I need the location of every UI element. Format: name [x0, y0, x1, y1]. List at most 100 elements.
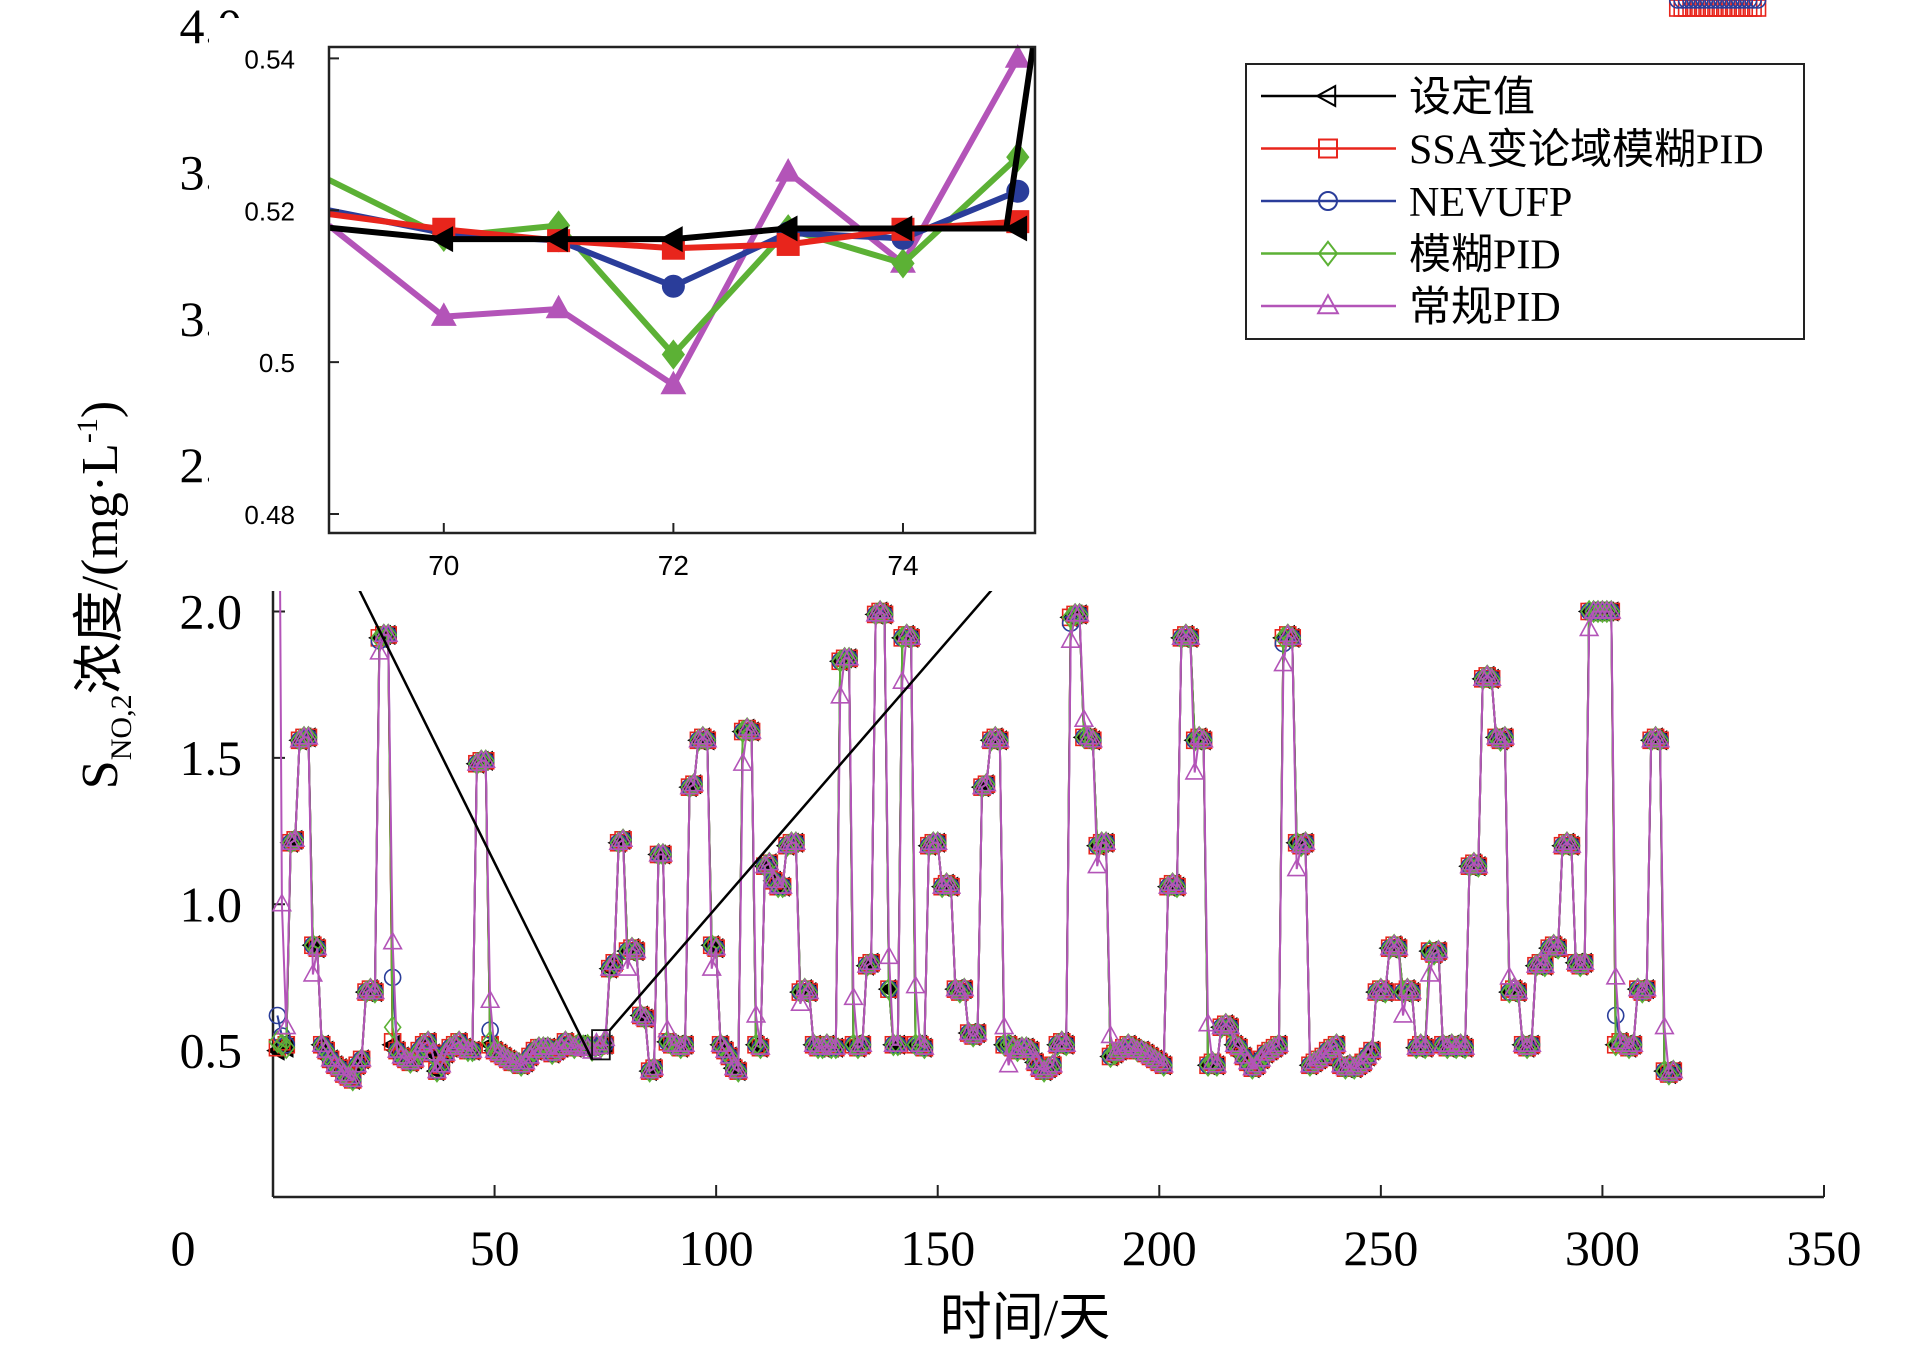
inset-y-tick-label: 0.48	[244, 500, 295, 530]
main-data-point	[1290, 834, 1312, 853]
main-data-point	[1717, 0, 1736, 9]
main-data-point	[892, 670, 913, 689]
main-data-point	[967, 1021, 988, 1041]
main-data-point	[1166, 875, 1188, 894]
main-data-point	[1601, 600, 1622, 619]
main-data-point	[1744, 0, 1762, 9]
main-data-point	[604, 951, 625, 971]
main-data-point	[914, 1036, 935, 1055]
main-data-point	[1087, 854, 1108, 874]
main-data-point	[285, 828, 306, 848]
main-data-point	[1344, 1056, 1365, 1076]
main-data-point	[550, 1036, 572, 1055]
main-data-point	[1691, 0, 1709, 9]
legend-label: 设定值	[1409, 74, 1535, 121]
zoom-connectors	[336, 543, 1033, 1061]
legend-label: SSA变论域模糊PID	[1409, 127, 1764, 174]
main-y-tick-label: 0.5	[180, 1023, 243, 1079]
zoom-connector-right	[608, 543, 1033, 1031]
main-data-point	[976, 772, 997, 792]
main-data-point	[1073, 708, 1095, 728]
main-data-point	[1677, 0, 1696, 9]
main-data-point	[940, 875, 962, 894]
main-data-point	[422, 1042, 443, 1061]
main-data-point	[683, 772, 705, 792]
y-axis-label-close: )	[72, 401, 129, 418]
main-data-point	[1095, 831, 1117, 850]
main-data-point	[311, 1033, 332, 1052]
main-data-point	[1197, 1013, 1219, 1032]
main-data-point	[1109, 1039, 1130, 1058]
inset-data-point	[1004, 44, 1031, 68]
main-data-point	[1726, 0, 1745, 9]
main-data-point	[630, 1004, 651, 1023]
main-data-point	[1233, 1045, 1254, 1064]
main-data-point	[852, 1033, 873, 1052]
main-data-point	[826, 1035, 845, 1060]
main-data-point	[1499, 966, 1520, 985]
main-data-point	[1259, 1039, 1281, 1058]
main-data-point	[360, 977, 381, 997]
main-series-4	[267, 102, 1684, 1088]
main-data-point	[417, 1030, 439, 1050]
main-data-point	[1574, 951, 1595, 971]
main-data-point	[838, 647, 860, 666]
main-data-point	[710, 1033, 731, 1052]
main-data-point	[1618, 1036, 1640, 1055]
main-data-point	[1645, 726, 1666, 745]
main-x-tick-label: 200	[1122, 1220, 1197, 1276]
inset-data-point	[775, 158, 802, 182]
main-data-point	[879, 977, 898, 1001]
inset-zoom-plot: 70 72 74 0.48 0.5 0.52 0.54	[209, 18, 1043, 591]
main-data-point	[1503, 977, 1524, 997]
main-data-point	[1140, 1045, 1161, 1064]
main-x-tick-label: 50	[470, 1220, 520, 1276]
main-data-point	[1415, 1036, 1436, 1055]
main-y-tick-label: 1.0	[180, 876, 243, 932]
main-data-point	[481, 1030, 500, 1054]
main-data-point	[448, 1030, 470, 1050]
inset-data-point	[1003, 215, 1028, 242]
main-data-point	[1521, 1033, 1542, 1052]
main-data-point	[1304, 1051, 1325, 1070]
main-data-point	[652, 843, 674, 862]
main-data-point	[626, 939, 647, 959]
main-data-point	[1739, 0, 1758, 9]
inset-data-point	[429, 226, 454, 253]
main-data-point	[697, 729, 718, 748]
main-data-point	[1388, 936, 1409, 956]
main-data-point	[1658, 1062, 1680, 1082]
main-data-point	[1516, 1036, 1538, 1055]
main-data-point	[1215, 1013, 1236, 1032]
main-data-point	[741, 720, 762, 739]
main-data-point	[847, 1036, 869, 1055]
main-data-point	[493, 1045, 514, 1064]
main-data-point	[608, 831, 629, 850]
main-data-point	[515, 1051, 536, 1070]
main-data-point	[272, 1033, 291, 1057]
main-data-point	[1708, 0, 1727, 9]
main-data-point	[302, 963, 324, 982]
main-data-point	[1020, 1039, 1041, 1058]
main-data-point	[1649, 729, 1671, 748]
main-data-point	[1673, 0, 1691, 9]
zoom-region-box	[591, 1029, 611, 1061]
main-data-point	[1556, 831, 1578, 850]
main-data-point	[1060, 629, 1081, 648]
inset-y-ticks: 0.48 0.5 0.52 0.54	[244, 44, 339, 530]
main-data-point	[1695, 0, 1714, 9]
main-plot-area	[266, 0, 1767, 1092]
main-data-point	[317, 1038, 336, 1063]
main-data-point	[617, 957, 638, 976]
main-data-point	[1025, 1051, 1046, 1070]
x-axis-label: 时间/天	[940, 1290, 1110, 1346]
main-data-point	[830, 685, 851, 704]
inset-y-tick-label: 0.54	[244, 44, 295, 74]
main-data-point	[679, 775, 700, 795]
main-data-point	[1477, 664, 1498, 684]
main-data-point	[856, 954, 877, 973]
main-data-point	[307, 936, 328, 956]
main-data-point	[374, 623, 393, 647]
main-data-point	[1543, 933, 1564, 953]
main-data-point	[1162, 872, 1183, 891]
